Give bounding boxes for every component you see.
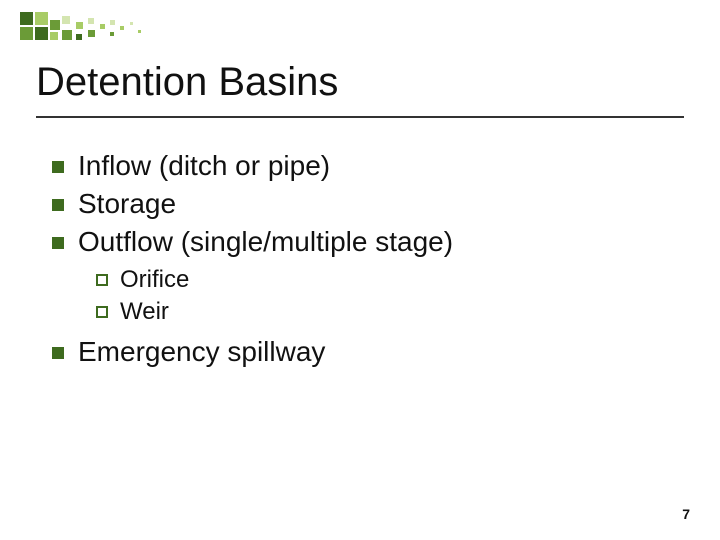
decor-square: [110, 20, 115, 25]
decor-square: [120, 26, 124, 30]
decor-square: [50, 32, 58, 40]
bullet-open-square-icon: [96, 274, 108, 286]
decor-square: [20, 12, 33, 25]
list-item-text: Outflow (single/multiple stage): [78, 226, 453, 258]
title-underline: [36, 116, 684, 118]
list-item: Inflow (ditch or pipe): [52, 150, 668, 182]
list-item-text: Storage: [78, 188, 176, 220]
decor-square: [110, 32, 114, 36]
list-item: Storage: [52, 188, 668, 220]
corner-decoration: [20, 12, 160, 46]
decor-square: [138, 30, 141, 33]
decor-square: [35, 12, 48, 25]
list-item: Emergency spillway: [52, 336, 668, 368]
slide-title: Detention Basins: [36, 60, 338, 105]
decor-square: [50, 20, 60, 30]
decor-square: [76, 34, 82, 40]
decor-square: [35, 27, 48, 40]
page-number: 7: [682, 506, 690, 522]
decor-square: [76, 22, 83, 29]
list-item-text: Emergency spillway: [78, 336, 325, 368]
bullet-square-icon: [52, 347, 64, 359]
bullet-square-icon: [52, 237, 64, 249]
sub-list-item: Orifice: [96, 266, 668, 294]
list-item-text: Inflow (ditch or pipe): [78, 150, 330, 182]
decor-square: [130, 22, 133, 25]
decor-square: [88, 18, 94, 24]
list-item: Outflow (single/multiple stage): [52, 226, 668, 258]
decor-square: [100, 24, 105, 29]
bullet-square-icon: [52, 161, 64, 173]
bullet-square-icon: [52, 199, 64, 211]
decor-square: [62, 16, 70, 24]
bullet-open-square-icon: [96, 306, 108, 318]
content-area: Inflow (ditch or pipe) Storage Outflow (…: [52, 150, 668, 374]
decor-square: [88, 30, 95, 37]
decor-square: [62, 30, 72, 40]
decor-square: [20, 27, 33, 40]
sub-list-item: Weir: [96, 298, 668, 326]
sub-list-item-text: Weir: [120, 298, 169, 326]
sub-list-item-text: Orifice: [120, 266, 189, 294]
sub-list: Orifice Weir: [96, 266, 668, 326]
